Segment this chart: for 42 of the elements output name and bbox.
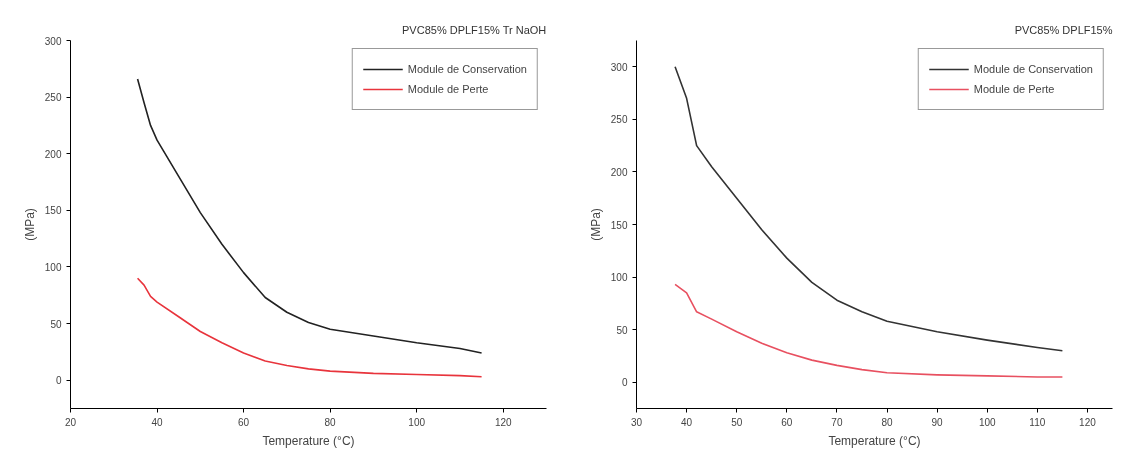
x-tick-label: 80 — [324, 416, 337, 428]
legend-label: Module de Perte — [407, 83, 489, 95]
x-tick-label: 100 — [408, 416, 426, 428]
y-tick-label: 200 — [44, 148, 62, 160]
y-tick-label: 0 — [621, 377, 628, 389]
y-tick-label: 300 — [610, 61, 628, 73]
y-tick-label: 300 — [44, 35, 62, 47]
line-series — [136, 277, 483, 378]
legend-label: Module de Conservation — [973, 63, 1093, 75]
x-tick-label: 60 — [238, 416, 250, 428]
y-tick-label: 250 — [44, 92, 62, 104]
y-tick-label: 50 — [50, 318, 62, 330]
x-tick-label: 70 — [831, 416, 843, 428]
legend-label: Module de Perte — [973, 83, 1055, 95]
y-axis-title: (MPa) — [588, 208, 603, 241]
x-tick-label: 120 — [1079, 416, 1097, 428]
y-tick-label: 50 — [616, 324, 628, 336]
y-tick-label: 200 — [610, 166, 628, 178]
legend-label: Module de Conservation — [407, 63, 527, 75]
y-tick-label: 250 — [610, 114, 628, 126]
x-tick-label: 120 — [494, 416, 513, 428]
x-axis-title: Temperature (°C) — [262, 433, 355, 448]
x-tick-label: 60 — [781, 416, 793, 428]
x-tick-label: 40 — [681, 416, 693, 428]
y-tick-label: 0 — [55, 375, 62, 387]
chart-title: PVC85% DPLF15% Tr NaOH — [402, 23, 547, 36]
y-tick-label: 100 — [610, 272, 628, 284]
x-tick-label: 80 — [881, 416, 894, 428]
x-tick-label: 90 — [931, 416, 944, 428]
line-series — [674, 283, 1064, 378]
x-tick-label: 110 — [1029, 416, 1046, 428]
x-tick-label: 50 — [731, 416, 743, 428]
x-tick-label: 40 — [151, 416, 164, 428]
x-axis-title: Temperature (°C) — [828, 433, 921, 448]
x-tick-label: 20 — [64, 416, 77, 428]
x-tick-label: 100 — [978, 416, 997, 428]
y-tick-label: 150 — [610, 219, 628, 231]
chart-title: PVC85% DPLF15% — [1014, 23, 1113, 36]
y-tick-label: 100 — [44, 261, 62, 273]
x-tick-label: 30 — [630, 416, 643, 428]
y-axis-title: (MPa) — [22, 208, 37, 241]
y-tick-label: 150 — [44, 205, 62, 217]
